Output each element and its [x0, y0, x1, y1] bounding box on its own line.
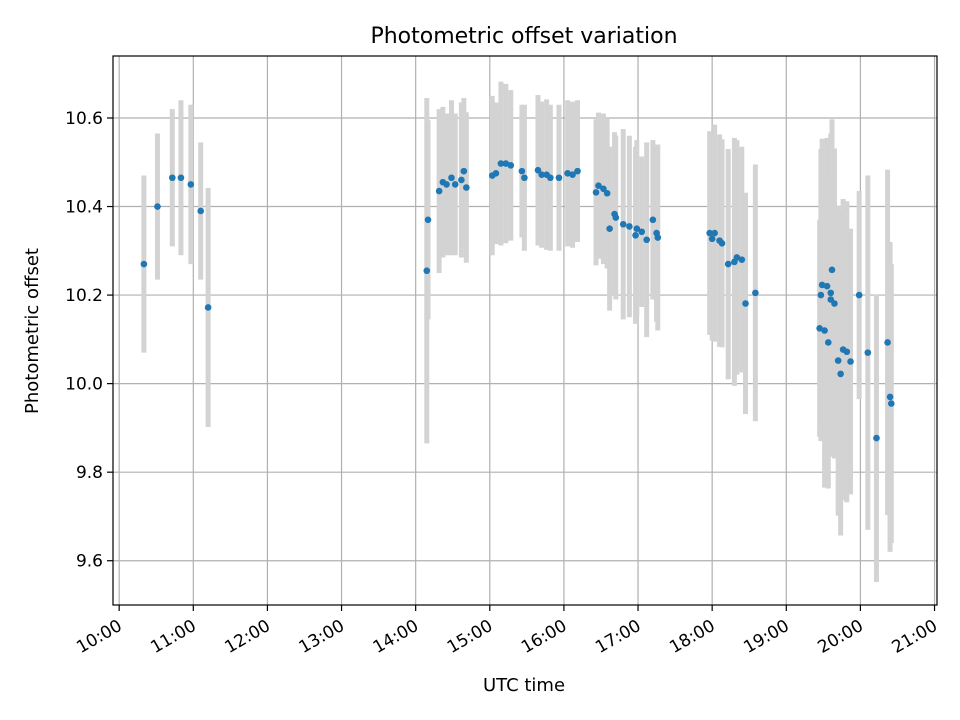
data-point: [518, 167, 526, 175]
data-point: [458, 176, 465, 184]
data-point: [821, 327, 828, 334]
y-tick-label: 9.8: [76, 463, 103, 483]
data-point: [887, 400, 895, 407]
plot-frame: [112, 55, 938, 606]
data-point: [497, 160, 505, 167]
y-tick-label: 10.4: [65, 198, 103, 218]
data-point: [847, 358, 854, 365]
data-point: [708, 235, 716, 243]
data-point: [451, 181, 459, 188]
data-point: [534, 166, 542, 174]
chart-title: Photometric offset variation: [370, 24, 677, 49]
data-point: [738, 256, 746, 263]
data-point: [886, 393, 894, 401]
data-point: [606, 225, 613, 232]
data-point: [752, 289, 759, 297]
data-point: [643, 236, 650, 244]
data-point: [724, 260, 732, 268]
data-point: [733, 254, 741, 261]
data-point: [443, 181, 450, 188]
data-point: [834, 357, 842, 364]
data-point: [603, 189, 611, 197]
y-tick-label: 10.6: [65, 109, 103, 129]
data-point: [547, 174, 554, 182]
data-point: [521, 174, 528, 182]
data-point: [711, 229, 718, 237]
y-tick-label: 10.0: [65, 375, 103, 395]
data-point: [633, 225, 641, 232]
data-point: [843, 348, 851, 356]
data-point: [555, 174, 563, 182]
data-point: [595, 182, 602, 190]
data-point: [423, 267, 431, 275]
data-point: [619, 220, 627, 228]
data-point: [816, 324, 823, 332]
data-points: [140, 160, 895, 442]
x-axis-label: UTC time: [483, 675, 565, 696]
data-point: [718, 239, 726, 247]
data-point: [638, 228, 646, 236]
data-point: [460, 167, 468, 175]
data-point: [168, 174, 176, 182]
y-tick-label: 10.2: [65, 286, 103, 306]
data-point: [612, 214, 620, 221]
data-point: [463, 184, 470, 191]
data-point: [424, 216, 432, 224]
data-point: [574, 167, 581, 175]
y-tick-label: 9.6: [76, 552, 103, 572]
data-point: [592, 189, 600, 196]
data-point: [824, 339, 832, 346]
data-point: [855, 291, 863, 299]
data-point: [706, 229, 713, 237]
data-point: [742, 300, 749, 307]
data-point: [538, 171, 545, 178]
data-point: [140, 260, 148, 268]
data-point: [837, 370, 844, 378]
data-point: [632, 232, 639, 239]
data-point: [818, 281, 826, 289]
data-point: [873, 434, 880, 442]
data-point: [649, 216, 657, 224]
data-point: [831, 300, 838, 307]
y-ticks: 9.6 9.8 10.0 10.2 10.4 10.6: [65, 109, 113, 572]
data-point: [600, 185, 607, 193]
data-point: [448, 174, 455, 182]
data-point: [187, 181, 195, 188]
data-point: [435, 187, 443, 195]
data-point: [827, 289, 835, 297]
data-point: [564, 170, 571, 177]
data-point: [864, 349, 872, 356]
data-point: [492, 170, 500, 177]
data-point: [197, 207, 205, 215]
data-point: [177, 174, 185, 182]
data-point: [204, 304, 212, 311]
data-point: [828, 266, 836, 274]
data-point: [507, 162, 515, 169]
y-axis-label: Photometric offset: [22, 248, 43, 414]
data-point: [654, 234, 662, 241]
data-point: [626, 223, 633, 230]
data-point: [569, 171, 576, 178]
data-point: [884, 339, 891, 346]
data-point: [823, 282, 831, 290]
data-point: [817, 291, 825, 299]
data-point: [154, 203, 161, 210]
